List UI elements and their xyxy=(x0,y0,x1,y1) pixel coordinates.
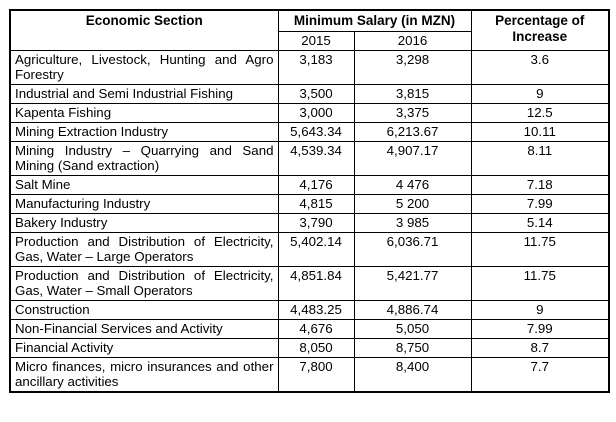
salary-2016-cell: 8,750 xyxy=(353,338,472,358)
salary-2015-cell: 3,000 xyxy=(277,103,355,123)
salary-2016-cell: 3,298 xyxy=(353,50,472,85)
salary-2015-cell: 5,643.34 xyxy=(277,122,355,142)
salary-2016-cell: 3,375 xyxy=(353,103,472,123)
table-row-electricity-large: Production and Distribution of Electrici… xyxy=(9,232,610,267)
economic-section-cell: Industrial and Semi Industrial Fishing xyxy=(9,84,279,104)
economic-section-cell: Micro finances, micro insurances and oth… xyxy=(9,357,279,393)
table-row-bakery: Bakery Industry 3,790 3 985 5.14 xyxy=(9,213,610,233)
increase-cell: 12.5 xyxy=(470,103,610,123)
salary-2016-cell: 3,815 xyxy=(353,84,472,104)
increase-cell: 11.75 xyxy=(470,266,610,301)
year-2015-header: 2015 xyxy=(277,31,355,51)
table-row-mining-quarrying: Mining Industry – Quarrying and Sand Min… xyxy=(9,141,610,176)
salary-2016-cell: 5 200 xyxy=(353,194,472,214)
increase-cell: 5.14 xyxy=(470,213,610,233)
percentage-of-increase-header: Percentage of Increase xyxy=(470,9,610,51)
increase-cell: 7.99 xyxy=(470,194,610,214)
salary-2015-cell: 7,800 xyxy=(277,357,355,393)
economic-section-cell: Agriculture, Livestock, Hunting and Agro… xyxy=(9,50,279,85)
salary-2016-cell: 4,907.17 xyxy=(353,141,472,176)
salary-2015-cell: 8,050 xyxy=(277,338,355,358)
table-row-electricity-small: Production and Distribution of Electrici… xyxy=(9,266,610,301)
table-row-construction: Construction 4,483.25 4,886.74 9 xyxy=(9,300,610,320)
increase-cell: 7.18 xyxy=(470,175,610,195)
salary-2015-cell: 4,815 xyxy=(277,194,355,214)
minimum-salary-table: Economic Section Minimum Salary (in MZN)… xyxy=(9,9,611,393)
increase-cell: 7.7 xyxy=(470,357,610,393)
economic-section-cell: Non-Financial Services and Activity xyxy=(9,319,279,339)
table-row-micro-finances: Micro finances, micro insurances and oth… xyxy=(9,357,610,393)
salary-2015-cell: 3,790 xyxy=(277,213,355,233)
salary-2016-cell: 5,421.77 xyxy=(353,266,472,301)
economic-section-cell: Bakery Industry xyxy=(9,213,279,233)
year-2016-header: 2016 xyxy=(353,31,472,51)
increase-cell: 3.6 xyxy=(470,50,610,85)
salary-2015-cell: 4,676 xyxy=(277,319,355,339)
economic-section-header: Economic Section xyxy=(9,9,279,51)
salary-2015-cell: 4,851.84 xyxy=(277,266,355,301)
salary-2016-cell: 4,886.74 xyxy=(353,300,472,320)
table-row-agriculture: Agriculture, Livestock, Hunting and Agro… xyxy=(9,50,610,85)
salary-2016-cell: 6,036.71 xyxy=(353,232,472,267)
economic-section-cell: Construction xyxy=(9,300,279,320)
salary-2016-cell: 8,400 xyxy=(353,357,472,393)
increase-cell: 8.7 xyxy=(470,338,610,358)
economic-section-cell: Production and Distribution of Electrici… xyxy=(9,232,279,267)
header-row-1: Economic Section Minimum Salary (in MZN)… xyxy=(9,9,610,51)
economic-section-cell: Salt Mine xyxy=(9,175,279,195)
increase-cell: 9 xyxy=(470,300,610,320)
salary-2016-cell: 6,213.67 xyxy=(353,122,472,142)
salary-2015-cell: 3,183 xyxy=(277,50,355,85)
increase-cell: 7.99 xyxy=(470,319,610,339)
economic-section-cell: Manufacturing Industry xyxy=(9,194,279,214)
economic-section-cell: Kapenta Fishing xyxy=(9,103,279,123)
increase-cell: 10.11 xyxy=(470,122,610,142)
salary-2016-cell: 5,050 xyxy=(353,319,472,339)
salary-2015-cell: 4,483.25 xyxy=(277,300,355,320)
salary-2015-cell: 4,539.34 xyxy=(277,141,355,176)
minimum-salary-header: Minimum Salary (in MZN) xyxy=(277,9,472,32)
salary-2015-cell: 5,402.14 xyxy=(277,232,355,267)
table-row-industrial-fishing: Industrial and Semi Industrial Fishing 3… xyxy=(9,84,610,104)
increase-cell: 9 xyxy=(470,84,610,104)
salary-2016-cell: 3 985 xyxy=(353,213,472,233)
table-row-salt-mine: Salt Mine 4,176 4 476 7.18 xyxy=(9,175,610,195)
salary-2016-cell: 4 476 xyxy=(353,175,472,195)
salary-2015-cell: 4,176 xyxy=(277,175,355,195)
table-row-kapenta-fishing: Kapenta Fishing 3,000 3,375 12.5 xyxy=(9,103,610,123)
economic-section-cell: Financial Activity xyxy=(9,338,279,358)
economic-section-cell: Production and Distribution of Electrici… xyxy=(9,266,279,301)
economic-section-cell: Mining Industry – Quarrying and Sand Min… xyxy=(9,141,279,176)
table-row-financial-activity: Financial Activity 8,050 8,750 8.7 xyxy=(9,338,610,358)
table-row-non-financial-services: Non-Financial Services and Activity 4,67… xyxy=(9,319,610,339)
table-row-mining-extraction: Mining Extraction Industry 5,643.34 6,21… xyxy=(9,122,610,142)
economic-section-cell: Mining Extraction Industry xyxy=(9,122,279,142)
salary-2015-cell: 3,500 xyxy=(277,84,355,104)
increase-cell: 8.11 xyxy=(470,141,610,176)
table-row-manufacturing: Manufacturing Industry 4,815 5 200 7.99 xyxy=(9,194,610,214)
increase-cell: 11.75 xyxy=(470,232,610,267)
